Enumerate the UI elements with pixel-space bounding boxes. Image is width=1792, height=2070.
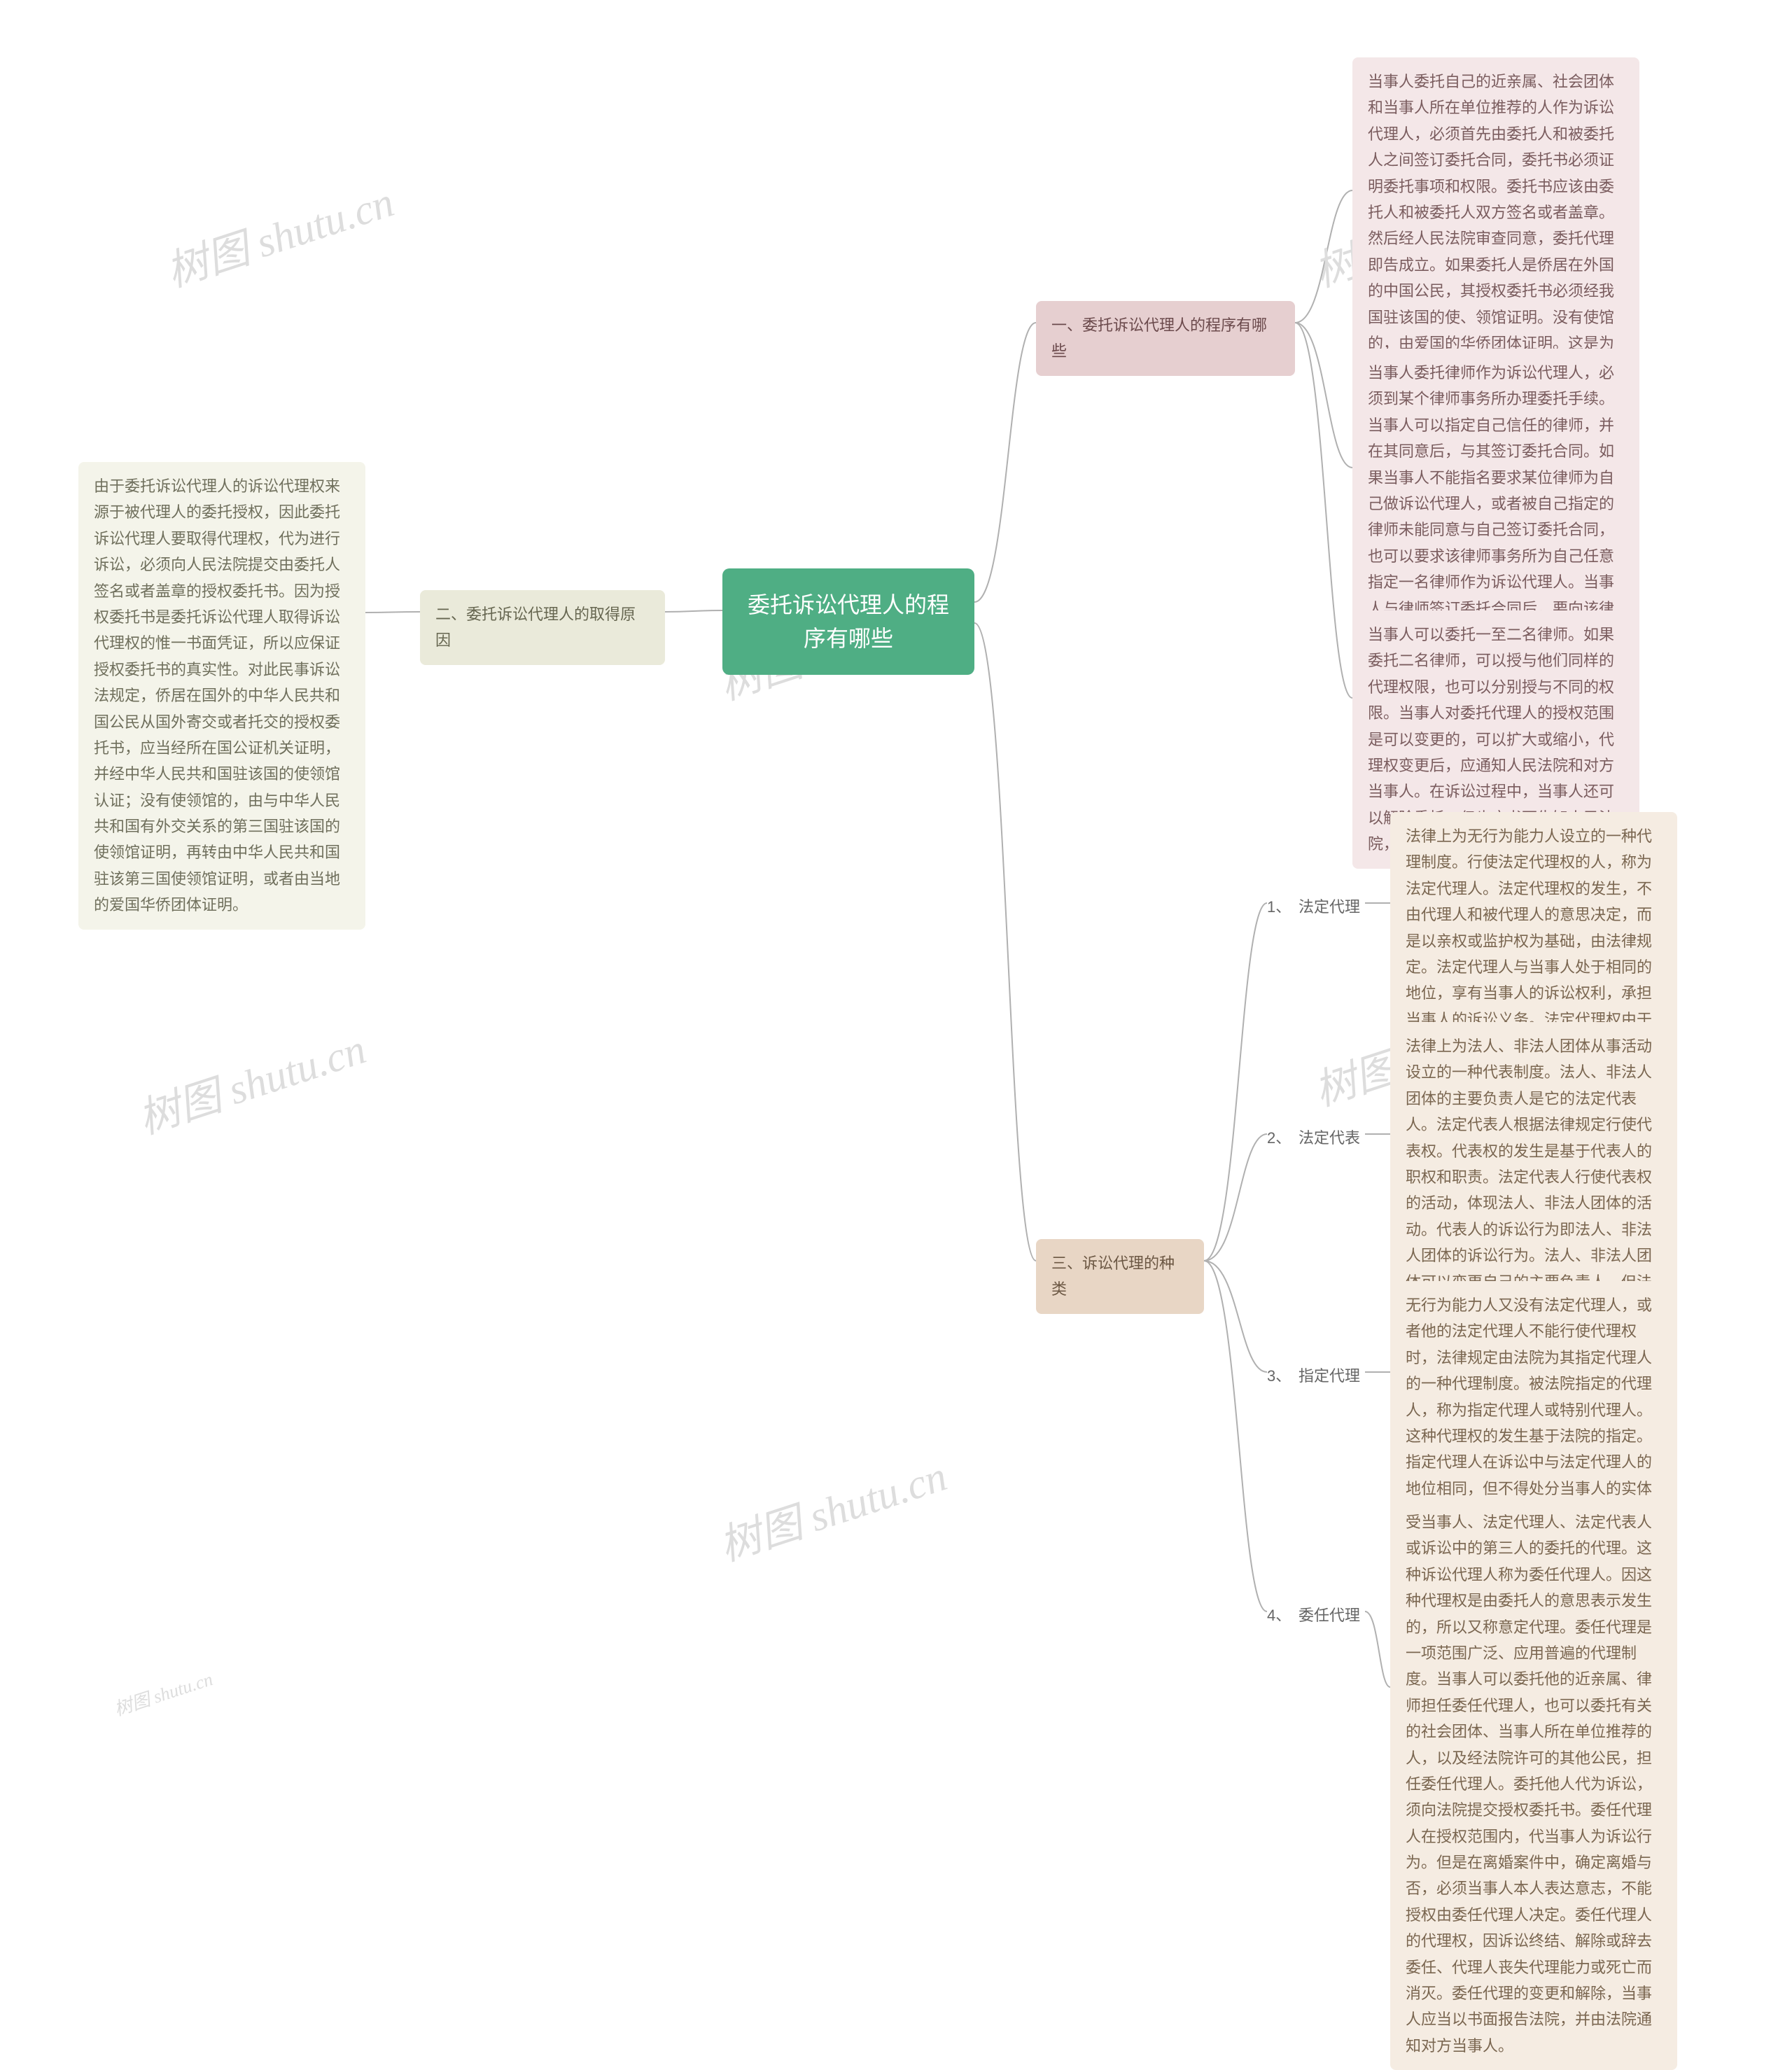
watermark: 树图 shutu.cn	[111, 1665, 216, 1721]
watermark: 树图 shutu.cn	[130, 1015, 372, 1146]
branch-3-child-4-label: 委任代理	[1298, 1603, 1360, 1625]
branch-3-child-1-num: 1、	[1267, 895, 1291, 917]
branch-3-child-4-num: 4、	[1267, 1603, 1291, 1625]
branch-3-child-4-leaf: 受当事人、法定代理人、法定代表人或诉讼中的第三人的委托的代理。这种诉讼代理人称为…	[1390, 1498, 1677, 2070]
center-node: 委托诉讼代理人的程序有哪些	[722, 568, 974, 675]
branch-3: 三、诉讼代理的种类	[1036, 1239, 1204, 1314]
branch-2: 二、委托诉讼代理人的取得原因	[420, 590, 665, 665]
watermark: 树图 shutu.cn	[710, 1442, 953, 1573]
branch-1: 一、委托诉讼代理人的程序有哪些	[1036, 301, 1295, 376]
branch-3-child-3-label: 指定代理	[1298, 1364, 1360, 1386]
watermark: 树图 shutu.cn	[158, 168, 400, 299]
branch-3-child-3-num: 3、	[1267, 1364, 1291, 1386]
branch-3-child-2-label: 法定代表	[1298, 1126, 1360, 1148]
branch-2-leaf-1: 由于委托诉讼代理人的诉讼代理权来源于被代理人的委托授权，因此委托诉讼代理人要取得…	[78, 462, 365, 930]
branch-3-child-2-num: 2、	[1267, 1126, 1291, 1148]
branch-3-child-1-label: 法定代理	[1298, 895, 1360, 917]
